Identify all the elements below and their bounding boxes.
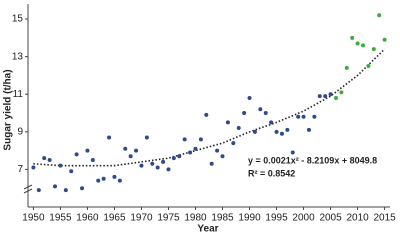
- y-axis-label: Sugar yield (t/ha): [3, 69, 14, 150]
- x-axis-label: Year: [197, 224, 218, 235]
- point: [188, 150, 193, 155]
- x-tick-label: 1960: [76, 213, 99, 224]
- point: [150, 161, 155, 166]
- y-tick-label: 11: [13, 89, 24, 100]
- point: [252, 129, 257, 134]
- point: [247, 95, 252, 100]
- r-squared: R² = 0.8542: [248, 168, 295, 178]
- x-tick-label: 1955: [49, 213, 72, 224]
- point: [279, 131, 284, 136]
- x-tick-label: 1990: [238, 213, 261, 224]
- point: [339, 90, 344, 95]
- point: [323, 94, 328, 99]
- point: [112, 174, 117, 179]
- axis-break: [23, 184, 33, 194]
- point: [128, 154, 133, 159]
- point: [74, 152, 79, 157]
- point: [177, 154, 182, 159]
- x-tick-label: 1995: [265, 213, 288, 224]
- y-tick-label: 9: [17, 126, 23, 137]
- point: [215, 148, 220, 153]
- point: [290, 150, 295, 155]
- y-tick-label: 13: [12, 51, 24, 62]
- point: [58, 163, 63, 168]
- point: [166, 167, 171, 172]
- point: [47, 158, 52, 163]
- x-tick-label: 1950: [22, 213, 45, 224]
- point: [317, 94, 322, 99]
- point: [85, 148, 90, 153]
- point: [382, 37, 387, 42]
- point: [161, 159, 166, 164]
- point: [107, 135, 112, 140]
- point: [296, 114, 301, 119]
- point: [182, 137, 187, 142]
- point: [355, 41, 360, 46]
- point: [155, 165, 160, 170]
- y-tick-label: 7: [17, 164, 23, 175]
- x-tick-label: 1970: [130, 213, 153, 224]
- point: [171, 156, 176, 161]
- point: [134, 148, 139, 153]
- x-tick-label: 2000: [292, 213, 315, 224]
- point: [312, 114, 317, 119]
- point: [42, 156, 47, 161]
- x-tick-label: 2010: [346, 213, 369, 224]
- point: [344, 65, 349, 70]
- point: [36, 188, 41, 193]
- point: [328, 92, 333, 97]
- point: [377, 13, 382, 18]
- point: [90, 158, 95, 163]
- point: [204, 112, 209, 117]
- point: [258, 107, 263, 112]
- point: [63, 188, 68, 193]
- y-tick-label: 15: [12, 14, 24, 25]
- equation: y = 0.0021x² - 8.2109x + 8049.8: [248, 155, 377, 165]
- point: [101, 176, 106, 181]
- point: [209, 161, 214, 166]
- point: [263, 111, 268, 116]
- point: [193, 146, 198, 151]
- point: [274, 129, 279, 134]
- point: [220, 154, 225, 159]
- point: [360, 43, 365, 48]
- point: [96, 178, 101, 183]
- point: [225, 120, 230, 125]
- x-tick-label: 1975: [157, 213, 180, 224]
- point: [69, 169, 74, 174]
- point: [117, 178, 122, 183]
- point: [80, 186, 85, 191]
- point: [53, 184, 58, 189]
- x-tick-label: 1965: [103, 213, 126, 224]
- point: [231, 141, 236, 146]
- point: [301, 114, 306, 119]
- point: [333, 95, 338, 100]
- x-tick-label: 1980: [184, 213, 207, 224]
- point: [269, 120, 274, 125]
- point: [144, 135, 149, 140]
- trendline: [33, 48, 386, 167]
- point: [139, 163, 144, 168]
- point: [31, 165, 36, 170]
- point: [371, 47, 376, 52]
- point: [366, 64, 371, 69]
- point: [350, 35, 355, 40]
- point: [306, 127, 311, 132]
- point: [242, 111, 247, 116]
- point: [236, 126, 241, 131]
- x-tick-label: 2005: [319, 213, 342, 224]
- x-tick-label: 2015: [373, 213, 396, 224]
- point: [285, 127, 290, 132]
- point: [198, 137, 203, 142]
- point: [123, 146, 128, 151]
- x-tick-label: 1985: [211, 213, 234, 224]
